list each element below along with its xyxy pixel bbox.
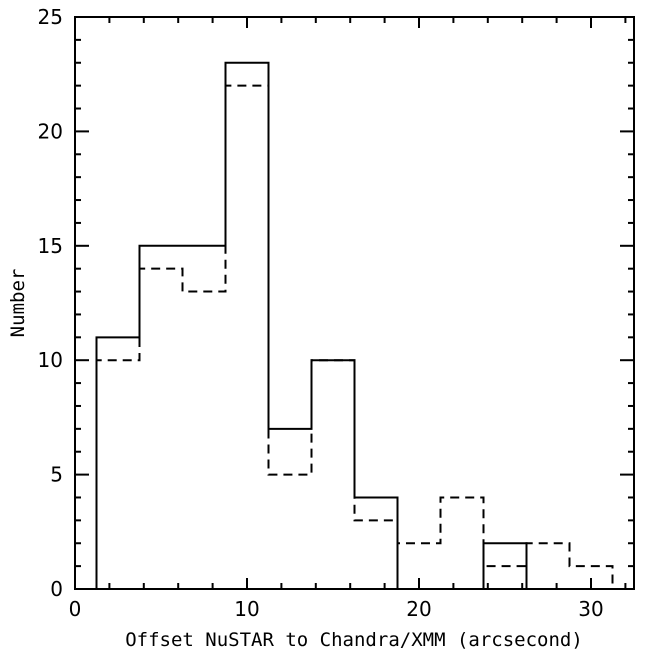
y-tick-label: 10 <box>38 348 63 372</box>
plot-frame <box>74 16 635 590</box>
x-tick-label: 30 <box>578 597 603 621</box>
y-axis-label: Number <box>7 269 29 338</box>
x-tick-label: 0 <box>69 597 82 621</box>
x-axis-label: Offset NuSTAR to Chandra/XMM (arcsecond) <box>125 629 583 651</box>
y-tick-label: 15 <box>38 234 63 258</box>
histogram-series-dashed <box>95 84 614 589</box>
y-tick-label: 0 <box>50 577 63 601</box>
y-tick-label: 20 <box>38 119 63 143</box>
histogram-series-solid <box>95 61 613 590</box>
axis-ticks <box>74 16 634 590</box>
x-tick-label: 10 <box>234 597 259 621</box>
tick-labels: 0 10 20 30 0 5 10 15 20 25 <box>38 5 604 621</box>
series-layer <box>95 61 614 590</box>
y-tick-label: 5 <box>50 463 63 487</box>
x-tick-label: 20 <box>406 597 431 621</box>
y-tick-label: 25 <box>38 5 63 29</box>
